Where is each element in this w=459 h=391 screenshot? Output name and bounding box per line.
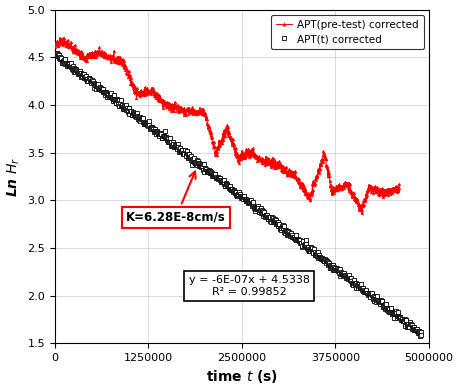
APT(pre-test) corrected <box>52 45 58 50</box>
APT(t) corrected <box>142 121 148 126</box>
Y-axis label: Ln $H_r$: Ln $H_r$ <box>6 156 22 197</box>
APT(t) corrected <box>419 332 424 337</box>
APT(pre-test) corrected <box>241 152 246 156</box>
APT(pre-test) corrected <box>111 56 116 60</box>
APT(t) corrected <box>156 131 162 136</box>
APT(pre-test) corrected <box>233 153 239 158</box>
APT(pre-test) corrected <box>396 185 402 190</box>
APT(t) corrected <box>54 50 59 55</box>
APT(t) corrected <box>418 333 423 338</box>
APT(pre-test) corrected <box>98 49 104 54</box>
Line: APT(pre-test) corrected: APT(pre-test) corrected <box>54 36 400 215</box>
APT(t) corrected <box>293 233 299 237</box>
APT(t) corrected <box>338 271 343 276</box>
Text: y = -6E-07x + 4.5338
R² = 0.99852: y = -6E-07x + 4.5338 R² = 0.99852 <box>189 275 310 297</box>
X-axis label: time $t$ (s): time $t$ (s) <box>206 368 278 386</box>
Line: APT(t) corrected: APT(t) corrected <box>53 51 423 337</box>
APT(pre-test) corrected <box>57 35 62 40</box>
APT(pre-test) corrected <box>359 211 364 215</box>
APT(t) corrected <box>383 302 389 307</box>
APT(t) corrected <box>168 140 174 144</box>
APT(pre-test) corrected <box>168 103 174 108</box>
Text: K=6.28E-8cm/s: K=6.28E-8cm/s <box>126 172 226 224</box>
APT(pre-test) corrected <box>202 111 207 116</box>
Legend: APT(pre-test) corrected, APT(t) corrected: APT(pre-test) corrected, APT(t) correcte… <box>271 15 424 49</box>
APT(t) corrected <box>52 51 58 56</box>
